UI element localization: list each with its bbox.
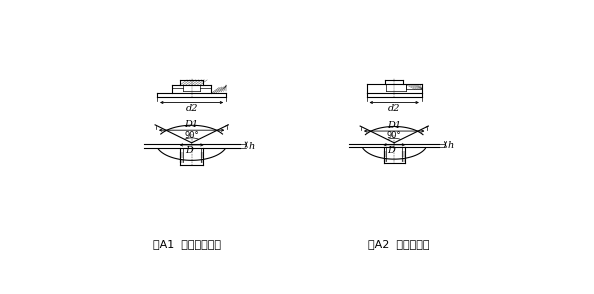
Text: 90°: 90°	[184, 131, 199, 140]
Text: h: h	[448, 141, 454, 150]
Text: h: h	[248, 141, 255, 151]
Text: 90°: 90°	[387, 131, 402, 140]
Text: d2: d2	[388, 104, 400, 113]
Text: D: D	[387, 146, 396, 155]
Text: 图A1  公制细牙螺纹: 图A1 公制细牙螺纹	[153, 239, 221, 249]
Text: D1: D1	[185, 120, 199, 129]
Text: d2: d2	[185, 104, 198, 113]
Text: D: D	[185, 146, 192, 155]
Text: 图A2  圆柱管螺纹: 图A2 圆柱管螺纹	[368, 239, 429, 249]
Text: D1: D1	[387, 121, 402, 130]
